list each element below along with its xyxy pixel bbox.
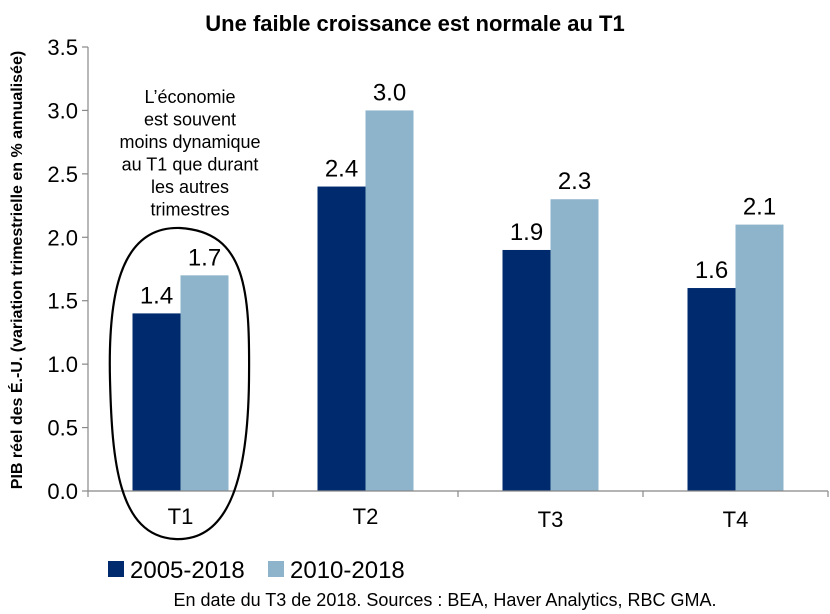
y-tick-label: 1.0 [47,352,78,377]
data-labels: 1.4 2.4 1.9 1.6 1.7 3.0 2.3 2.1 [140,79,776,309]
legend-label: 2005-2018 [130,557,245,584]
highlight-ellipse [108,226,251,541]
y-tick-label: 0.0 [47,479,78,504]
x-axis: T1 T2 T3 T4 [87,490,829,532]
annotation-line: moins dynamique [119,132,260,152]
y-tick-label: 3.0 [47,98,78,123]
data-label: 1.6 [695,257,728,284]
y-tick-label: 0.5 [47,416,78,441]
data-label: 1.4 [140,282,173,309]
legend-swatch [268,561,284,577]
annotation-line: L’économie [144,87,235,107]
y-tick-label: 1.5 [47,289,78,314]
bar-2010-2018-T4 [735,224,784,491]
annotation-line: est souvent [144,110,236,130]
data-label: 1.7 [188,244,221,271]
chart-title: Une faible croissance est normale au T1 [205,11,624,36]
bar-2005-2018-T2 [317,186,366,492]
bar-2010-2018-T3 [550,199,599,491]
y-tick-label: 3.5 [47,35,78,60]
data-label: 1.9 [510,219,543,246]
bar-2010-2018-T1 [180,275,229,491]
source-note: En date du T3 de 2018. Sources : BEA, Ha… [174,590,717,610]
legend-label: 2010-2018 [290,557,405,584]
data-label: 2.1 [743,194,776,221]
annotation-line: trimestres [150,200,229,220]
bar-2010-2018-T2 [365,110,414,491]
annotation-line: les autres [151,177,229,197]
annotation-line: au T1 que durant [122,155,259,175]
data-label: 2.3 [558,168,591,195]
bars [132,110,784,492]
x-tick-label: T3 [538,507,564,532]
bar-2005-2018-T4 [687,288,736,491]
x-tick-label: T1 [168,504,194,529]
data-label: 2.4 [325,156,358,183]
x-tick-label: T2 [353,504,379,529]
legend-swatch [108,561,124,577]
y-axis-label: PIB réel des É.-U. (variation trimestrie… [7,51,26,489]
bar-2005-2018-T1 [132,313,181,491]
data-label: 3.0 [373,79,406,106]
y-tick-label: 2.5 [47,162,78,187]
legend: 2005-2018 2010-2018 [108,557,405,584]
x-tick-label: T4 [723,507,749,532]
y-axis: 0.0 0.5 1.0 1.5 2.0 2.5 3.0 3.5 [47,35,89,504]
bar-2005-2018-T3 [502,249,551,491]
y-tick-label: 2.0 [47,225,78,250]
